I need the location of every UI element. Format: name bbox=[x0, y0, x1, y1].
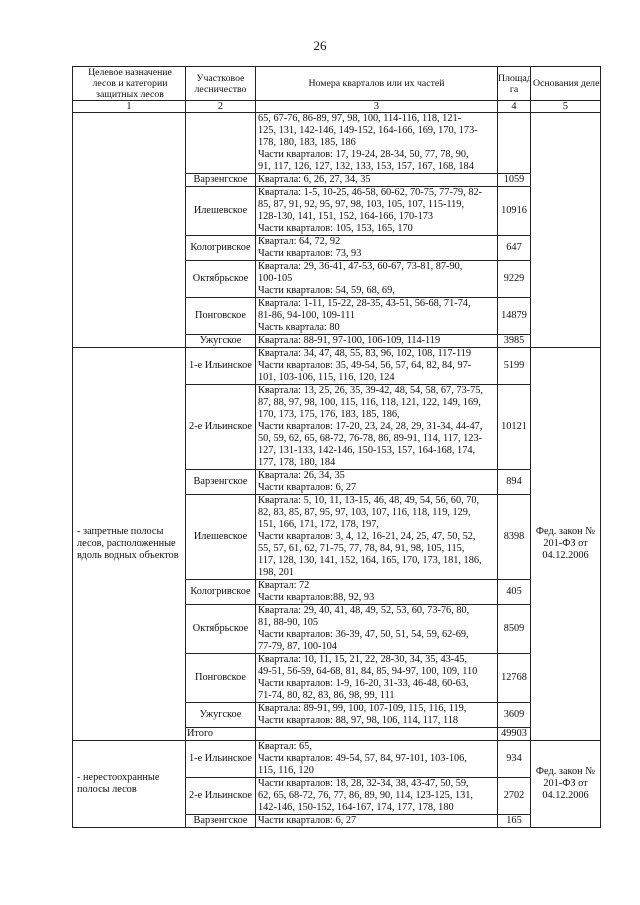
forestry-cell: Варзенгское bbox=[185, 469, 256, 495]
area-cell bbox=[497, 112, 531, 174]
forestry-cell: Ужугское bbox=[185, 334, 256, 348]
area-cell: 10121 bbox=[497, 384, 531, 470]
quarters-cell: Квартала: 29, 40, 41, 48, 49, 52, 53, 60… bbox=[255, 604, 498, 654]
header-category: Целевое назначение лесов и категории защ… bbox=[72, 66, 186, 101]
table-row: Варзенгское Части кварталов: 6, 27 165 bbox=[73, 814, 601, 828]
area-cell: 3985 bbox=[497, 334, 531, 348]
page-number: 26 bbox=[313, 38, 327, 53]
forestry-cell: Октябрьское bbox=[185, 604, 256, 654]
forestry-cell: Илешевское bbox=[185, 186, 256, 236]
column-number: 5 bbox=[530, 100, 601, 113]
area-cell: 934 bbox=[497, 740, 531, 778]
quarters-cell: Квартал: 72 Части кварталов:88, 92, 93 bbox=[255, 579, 498, 605]
area-cell: 647 bbox=[497, 235, 531, 261]
table-row: Ужугское Квартала: 88-91, 97-100, 106-109… bbox=[73, 334, 601, 348]
area-cell: 3609 bbox=[497, 702, 531, 728]
forest-quarters-table: Целевое назначение лесов и категории защ… bbox=[72, 66, 601, 828]
area-cell: 405 bbox=[497, 579, 531, 605]
quarters-cell: Квартал: 64, 72, 92 Части кварталов: 73,… bbox=[255, 235, 498, 261]
forestry-cell: Илешевское bbox=[185, 494, 256, 580]
area-cell: 10916 bbox=[497, 186, 531, 236]
forestry-cell: Варзенгское bbox=[185, 173, 256, 187]
forestry-cell: 2-е Ильинское bbox=[185, 384, 256, 470]
table-row: Илешевское Квартала: 5, 10, 11, 13-15, 46… bbox=[73, 494, 601, 580]
quarters-cell: Квартала: 26, 34, 35 Части кварталов: 6,… bbox=[255, 469, 498, 495]
category-cell: - запретные полосы лесов, расположенные … bbox=[72, 347, 186, 741]
header-row: Целевое назначение лесов и категории защ… bbox=[72, 66, 601, 101]
total-label: Итого bbox=[185, 727, 256, 741]
quarters-cell: Квартала: 1-5, 10-25, 46-58, 60-62, 70-7… bbox=[255, 186, 498, 236]
quarters-cell: Квартала: 89-91, 99, 100, 107-109, 115, … bbox=[255, 702, 498, 728]
basis-cell: Фед. закон № 201-ФЗ от 04.12.2006 bbox=[530, 347, 601, 741]
forestry-cell: 1-е Ильинское bbox=[185, 347, 256, 385]
header-basis: Основания деления лесов по целевому назн… bbox=[530, 66, 601, 101]
category-cell: - нерестоохранные полосы лесов bbox=[72, 740, 186, 828]
quarters-cell: Части кварталов: 18, 28, 32-34, 38, 43-4… bbox=[255, 777, 498, 815]
forestry-cell: Понговское bbox=[185, 653, 256, 703]
forestry-cell: Ужугское bbox=[185, 702, 256, 728]
quarters-cell: Квартала: 29, 36-41, 47-53, 60-67, 73-81… bbox=[255, 260, 498, 298]
quarters-cell: Квартала: 13, 25, 26, 35, 39-42, 48, 54,… bbox=[255, 384, 498, 470]
total-area: 49903 bbox=[497, 727, 531, 741]
area-cell: 2702 bbox=[497, 777, 531, 815]
table-row: Ужугское Квартала: 89-91, 99, 100, 107-10… bbox=[73, 702, 601, 728]
area-cell: 1059 bbox=[497, 173, 531, 187]
basis-cell bbox=[530, 112, 601, 348]
area-cell: 8398 bbox=[497, 494, 531, 580]
forestry-cell: Октябрьское bbox=[185, 260, 256, 298]
column-number: 3 bbox=[255, 100, 498, 113]
forestry-cell: 1-е Ильинское bbox=[185, 740, 256, 778]
table-row: - запретные полосы лесов, расположенные … bbox=[72, 347, 601, 741]
column-number: 4 bbox=[497, 100, 531, 113]
forestry-cell: Варзенгское bbox=[185, 814, 256, 828]
quarters-cell: Квартала: 10, 11, 15, 21, 22, 28-30, 34,… bbox=[255, 653, 498, 703]
table-row: - нерестоохранные полосы лесов 1-е Ильинс… bbox=[72, 740, 601, 828]
quarters-cell: Квартала: 88-91, 97-100, 106-109, 114-11… bbox=[255, 334, 498, 348]
header-quarters: Номера кварталов или их частей bbox=[255, 66, 498, 101]
column-number-row: 1 2 3 4 5 bbox=[72, 100, 601, 113]
forestry-cell: Понговское bbox=[185, 297, 256, 335]
table-row: 2-е Ильинское Части кварталов: 18, 28, 32… bbox=[73, 777, 601, 815]
area-cell: 14879 bbox=[497, 297, 531, 335]
header-area: Площадь, га bbox=[497, 66, 531, 101]
forestry-cell bbox=[185, 112, 256, 174]
basis-cell: Фед. закон № 201-ФЗ от 04.12.2006 bbox=[530, 740, 601, 828]
table-row: Октябрьское Квартала: 29, 40, 41, 48, 49,… bbox=[73, 604, 601, 654]
table-row: Варзенгское Квартала: 6, 26, 27, 34, 35 10… bbox=[73, 173, 601, 187]
forestry-cell: Кологривское bbox=[185, 235, 256, 261]
header-forestry: Участковое лесничество bbox=[185, 66, 256, 101]
quarters-cell: Части кварталов: 6, 27 bbox=[255, 814, 498, 828]
area-cell: 9229 bbox=[497, 260, 531, 298]
column-number: 2 bbox=[185, 100, 256, 113]
quarters-cell: Квартала: 1-11, 15-22, 28-35, 43-51, 56-… bbox=[255, 297, 498, 335]
quarters-cell: Квартала: 6, 26, 27, 34, 35 bbox=[255, 173, 498, 187]
forestry-cell: 2-е Ильинское bbox=[185, 777, 256, 815]
area-cell: 165 bbox=[497, 814, 531, 828]
area-cell: 894 bbox=[497, 469, 531, 495]
table-row: Октябрьское Квартала: 29, 36-41, 47-53, 6… bbox=[73, 260, 601, 298]
table-row: Варзенгское Квартала: 26, 34, 35 Части кв… bbox=[73, 469, 601, 495]
area-cell: 12768 bbox=[497, 653, 531, 703]
category-cell bbox=[72, 112, 186, 348]
table-row: Понговское Квартала: 1-11, 15-22, 28-35, … bbox=[73, 297, 601, 335]
table-row: 65, 67-76, 86-89, 97, 98, 100, 114-116, … bbox=[72, 112, 601, 348]
quarters-cell: Квартала: 5, 10, 11, 13-15, 46, 48, 49, … bbox=[255, 494, 498, 580]
column-number: 1 bbox=[72, 100, 186, 113]
table-row: 2-е Ильинское Квартала: 13, 25, 26, 35, 3… bbox=[73, 384, 601, 470]
area-cell: 8509 bbox=[497, 604, 531, 654]
area-cell: 5199 bbox=[497, 347, 531, 385]
forestry-cell: Кологривское bbox=[185, 579, 256, 605]
quarters-cell: 65, 67-76, 86-89, 97, 98, 100, 114-116, … bbox=[255, 112, 498, 174]
quarters-cell: Квартала: 34, 47, 48, 55, 83, 96, 102, 1… bbox=[255, 347, 498, 385]
quarters-cell: Квартал: 65, Части кварталов: 49-54, 57,… bbox=[255, 740, 498, 778]
quarters-cell bbox=[255, 727, 498, 741]
